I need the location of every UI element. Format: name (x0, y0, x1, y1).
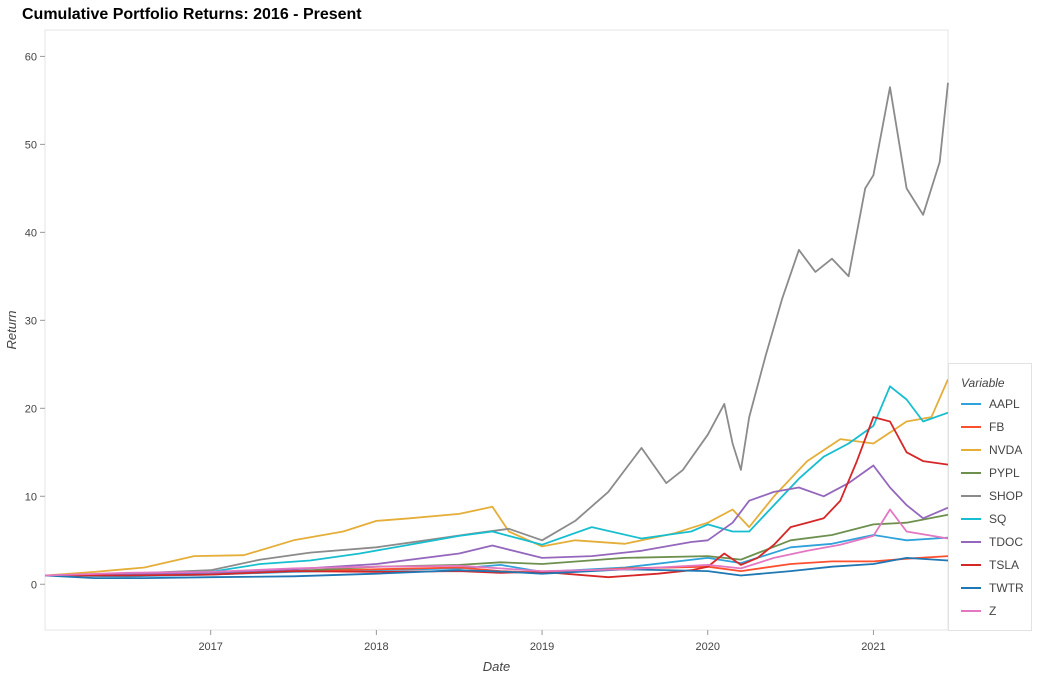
legend-swatch (961, 472, 981, 474)
legend-swatch (961, 587, 981, 589)
legend-swatch (961, 403, 981, 405)
legend-swatch (961, 495, 981, 497)
x-axis-label: Date (483, 659, 510, 674)
legend-label: FB (989, 420, 1005, 434)
legend-swatch (961, 610, 981, 612)
legend-item-tdoc[interactable]: TDOC (961, 532, 1023, 552)
y-tick-label: 40 (25, 227, 37, 239)
x-tick-label: 2020 (696, 641, 720, 653)
legend-item-fb[interactable]: FB (961, 417, 1004, 437)
x-tick-label: 2019 (530, 641, 554, 653)
y-tick-label: 60 (25, 51, 37, 63)
legend-label: PYPL (989, 466, 1020, 480)
legend-swatch (961, 541, 981, 543)
legend-label: TWTR (989, 581, 1024, 595)
legend-label: AAPL (989, 397, 1020, 411)
legend-item-aapl[interactable]: AAPL (961, 394, 1020, 414)
legend-item-tsla[interactable]: TSLA (961, 555, 1019, 575)
legend-label: TDOC (989, 535, 1023, 549)
legend-item-twtr[interactable]: TWTR (961, 578, 1024, 598)
y-tick: 10 (25, 491, 45, 503)
series-line-shop[interactable] (44, 82, 949, 577)
x-tick: 2017 (198, 630, 223, 653)
y-tick: 20 (25, 403, 45, 415)
legend[interactable]: Variable AAPL FB NVDA PYPL SHOP SQ TDOC TSLA TWT… (948, 363, 1032, 631)
legend-label: SQ (989, 512, 1007, 526)
legend-title: Variable (961, 376, 1005, 390)
y-axis: 0 10 20 30 40 50 60 (25, 51, 45, 591)
legend-swatch (961, 564, 981, 566)
y-tick-label: 20 (25, 403, 37, 415)
y-tick-label: 10 (25, 491, 37, 503)
legend-label: NVDA (989, 443, 1023, 457)
legend-item-sq[interactable]: SQ (961, 509, 1006, 529)
legend-label: Z (989, 604, 997, 618)
chart-title: Cumulative Portfolio Returns: 2016 - Pre… (22, 6, 362, 23)
x-tick: 2019 (530, 630, 554, 653)
y-tick-label: 0 (31, 579, 37, 591)
x-tick: 2018 (364, 630, 389, 653)
x-tick: 2020 (696, 630, 720, 653)
y-tick: 30 (25, 315, 45, 327)
legend-swatch (961, 449, 981, 451)
legend-label: SHOP (989, 489, 1024, 503)
y-tick: 50 (25, 139, 45, 151)
series-line-tdoc[interactable] (44, 464, 949, 577)
series-line-twtr[interactable] (44, 557, 949, 579)
x-axis: 2017 2018 2019 2020 2021 (198, 630, 886, 653)
y-tick: 60 (25, 51, 45, 63)
legend-swatch (961, 518, 981, 520)
legend-item-shop[interactable]: SHOP (961, 486, 1023, 506)
y-tick: 40 (25, 227, 45, 239)
legend-item-z[interactable]: Z (961, 601, 996, 621)
y-tick-label: 50 (25, 139, 37, 151)
series-lines (44, 82, 949, 579)
y-tick-label: 30 (25, 315, 37, 327)
series-line-tsla[interactable] (45, 416, 949, 579)
x-tick: 2021 (861, 630, 886, 653)
plot-frame (44, 29, 949, 631)
legend-label: TSLA (989, 558, 1020, 572)
y-axis-label: Return (4, 310, 19, 349)
series-line-z[interactable] (44, 508, 949, 577)
x-tick-label: 2017 (198, 641, 222, 653)
legend-swatch (961, 426, 981, 428)
x-tick-label: 2021 (861, 641, 885, 653)
series-line-nvda[interactable] (44, 378, 949, 577)
x-tick-label: 2018 (364, 641, 388, 653)
y-tick: 0 (31, 579, 45, 591)
legend-item-pypl[interactable]: PYPL (961, 463, 1020, 483)
legend-item-nvda[interactable]: NVDA (961, 440, 1022, 460)
